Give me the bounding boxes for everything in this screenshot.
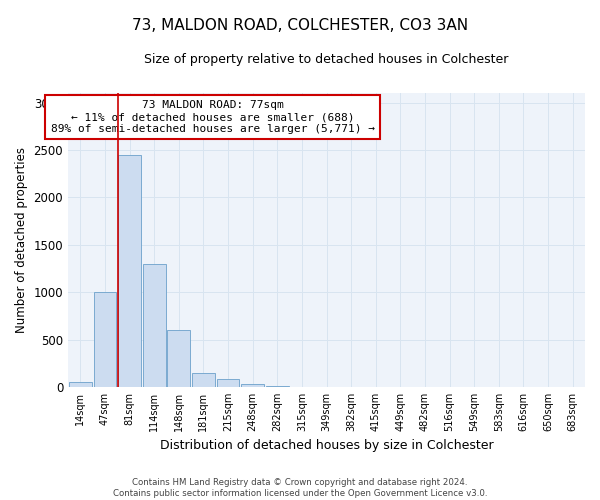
Title: Size of property relative to detached houses in Colchester: Size of property relative to detached ho… bbox=[145, 52, 509, 66]
Bar bbox=[241, 384, 264, 387]
Bar bbox=[143, 264, 166, 387]
Text: Contains HM Land Registry data © Crown copyright and database right 2024.
Contai: Contains HM Land Registry data © Crown c… bbox=[113, 478, 487, 498]
X-axis label: Distribution of detached houses by size in Colchester: Distribution of detached houses by size … bbox=[160, 440, 493, 452]
Bar bbox=[118, 154, 141, 387]
Text: 73, MALDON ROAD, COLCHESTER, CO3 3AN: 73, MALDON ROAD, COLCHESTER, CO3 3AN bbox=[132, 18, 468, 32]
Bar bbox=[192, 372, 215, 387]
Bar bbox=[167, 330, 190, 387]
Bar bbox=[94, 292, 116, 387]
Bar bbox=[266, 386, 289, 387]
Text: 73 MALDON ROAD: 77sqm
← 11% of detached houses are smaller (688)
89% of semi-det: 73 MALDON ROAD: 77sqm ← 11% of detached … bbox=[51, 100, 375, 134]
Y-axis label: Number of detached properties: Number of detached properties bbox=[15, 147, 28, 333]
Bar bbox=[69, 382, 92, 387]
Bar bbox=[217, 380, 239, 387]
